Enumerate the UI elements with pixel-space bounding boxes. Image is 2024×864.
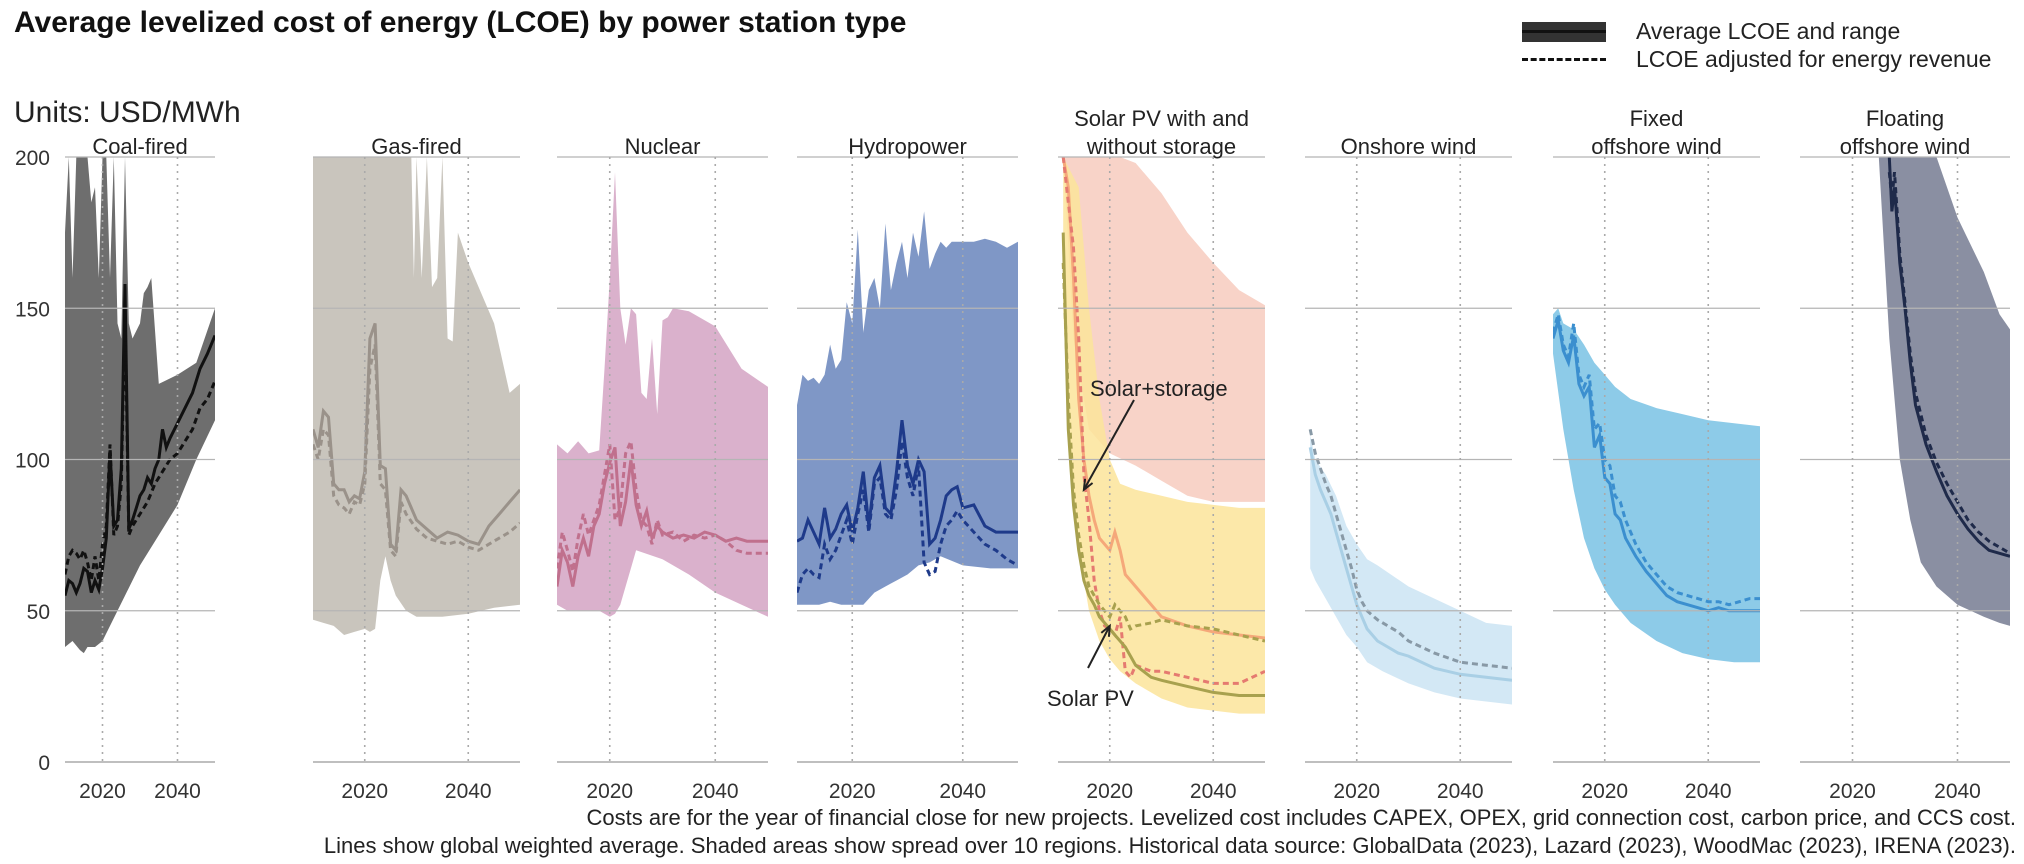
y-tick-label-200: 200	[15, 147, 50, 170]
legend-item-average: Average LCOE and range	[1522, 18, 2022, 46]
panel-solar-pv-with-and-without-storage-body	[1061, 157, 1265, 714]
panel-nuclear-title: Nuclear	[625, 134, 701, 159]
y-tick-label-100: 100	[15, 450, 50, 473]
panel-solar-pv-with-and-without-storage-annotation-solar-storage: Solar+storage	[1090, 376, 1228, 401]
y-tick-label-0: 0	[38, 752, 50, 775]
panel-solar-pv-with-and-without-storage-adjusted-line	[1061, 262, 1265, 643]
panel-onshore-wind-adjusted-line	[1308, 428, 1512, 670]
units-label: Units: USD/MWh	[14, 96, 241, 129]
panel-hydropower-x-tick-label-2020: 2020	[829, 780, 876, 803]
panel-fixed-offshore-wind-body	[1553, 308, 1760, 663]
panel-floating-offshore-wind-title-line: Floating	[1866, 106, 1944, 131]
panel-fixed-offshore-wind-x-tick-label-2020: 2020	[1581, 780, 1628, 803]
panel-onshore-wind-x-tick-label-2040: 2040	[1437, 780, 1484, 803]
panel-gas-fired-x-tick-label-2020: 2020	[341, 780, 388, 803]
panel-fixed-offshore-wind-title-line: Fixed	[1630, 106, 1684, 131]
panel-coal-fired-x-tick-label-2020: 2020	[79, 780, 126, 803]
panel-solar-pv-with-and-without-storage-range-band	[1063, 157, 1265, 714]
panel-fixed-offshore-wind-range-band	[1553, 308, 1760, 663]
panel-nuclear-body	[557, 172, 768, 617]
panel-hydropower-title-line: Hydropower	[848, 134, 967, 159]
legend-average-label: Average LCOE and range	[1636, 18, 1901, 44]
panel-floating-offshore-wind-title-line: offshore wind	[1840, 134, 1970, 159]
y-tick-label-150: 150	[15, 298, 50, 321]
panel-coal-fired-x-tick-label-2040: 2040	[154, 780, 201, 803]
panel-floating-offshore-wind-range-band	[1878, 157, 2010, 626]
panel-floating-offshore-wind-x-tick-label-2040: 2040	[1934, 780, 1981, 803]
panel-onshore-wind-title-line: Onshore wind	[1341, 134, 1477, 159]
panel-nuclear: Nuclear 2020 2040	[557, 134, 768, 803]
panel-gas-fired-x-tick-label-2040: 2040	[445, 780, 492, 803]
panel-hydropower-adjusted-line	[797, 441, 1018, 594]
panel-solar-pv-with-and-without-storage-storage-range-band	[1063, 157, 1265, 502]
footnote-line-1: Costs are for the year of financial clos…	[586, 805, 2016, 830]
legend-average-line-swatch	[1522, 30, 1606, 33]
panel-solar-pv-with-and-without-storage-title: Solar PV with and without storage	[1074, 106, 1249, 159]
panel-gas-fired-adjusted-line	[313, 344, 520, 560]
panel-solar-pv-with-and-without-storage: Solar PV with and without storage 2020 2040…	[1047, 106, 1265, 803]
panel-coal-fired-body	[65, 157, 215, 654]
panel-solar-pv-with-and-without-storage-annotation-arrow-solar-pv	[1087, 625, 1111, 669]
panel-solar-pv-with-and-without-storage-x-tick-label-2040: 2040	[1190, 780, 1237, 803]
panel-solar-pv-with-and-without-storage-annotation-arrowhead-solar-pv	[1100, 623, 1111, 637]
panel-hydropower-title: Hydropower	[848, 134, 967, 159]
panel-nuclear-title-line: Nuclear	[625, 134, 701, 159]
panel-hydropower: Hydropower 2020 2040	[797, 134, 1018, 803]
panel-coal-fired: Coal-fired 2020 2040	[65, 134, 215, 803]
panel-coal-fired-title: Coal-fired	[92, 134, 187, 159]
legend-item-adjusted: LCOE adjusted for energy revenue	[1522, 46, 2022, 74]
footnote: Costs are for the year of financial clos…	[324, 804, 2016, 860]
legend-adjusted-line-swatch	[1522, 58, 1606, 61]
panel-onshore-wind-title: Onshore wind	[1341, 134, 1477, 159]
panel-onshore-wind-range-band	[1310, 435, 1512, 705]
panel-onshore-wind-body	[1308, 428, 1512, 705]
panel-onshore-wind: Onshore wind 2020 2040	[1305, 134, 1512, 803]
chart-title: Average levelized cost of energy (LCOE) …	[14, 6, 907, 39]
panel-nuclear-x-tick-label-2020: 2020	[586, 780, 633, 803]
panel-coal-fired-title-line: Coal-fired	[92, 134, 187, 159]
panel-gas-fired: Gas-fired 2020 2040	[313, 134, 520, 803]
panel-hydropower-average-line	[797, 420, 1018, 550]
panel-fixed-offshore-wind-title-line: offshore wind	[1591, 134, 1721, 159]
y-tick-label-50: 50	[27, 601, 50, 624]
panel-solar-pv-with-and-without-storage-annotation-arrowhead-solar-storage	[1082, 478, 1094, 492]
panel-nuclear-x-tick-label-2040: 2040	[692, 780, 739, 803]
panel-coal-fired-adjusted-line	[65, 308, 215, 581]
panel-solar-pv-with-and-without-storage-annotation-solar-pv: Solar PV	[1047, 686, 1134, 711]
panel-solar-pv-with-and-without-storage-x-tick-label-2020: 2020	[1086, 780, 1133, 803]
panel-gas-fired-title: Gas-fired	[371, 134, 461, 159]
panel-onshore-wind-x-tick-label-2020: 2020	[1333, 780, 1380, 803]
panel-solar-pv-with-and-without-storage-title-line: without storage	[1086, 134, 1236, 159]
panel-gas-fired-range-band	[313, 157, 520, 635]
legend: Average LCOE and range LCOE adjusted for…	[1522, 18, 2022, 78]
panel-hydropower-x-tick-label-2040: 2040	[939, 780, 986, 803]
panel-floating-offshore-wind-x-tick-label-2020: 2020	[1829, 780, 1876, 803]
panel-gas-fired-title-line: Gas-fired	[371, 134, 461, 159]
panel-solar-pv-with-and-without-storage-average-line	[1061, 232, 1265, 697]
panel-solar-pv-with-and-without-storage-annotation-arrow-solar-storage	[1083, 399, 1135, 491]
panel-floating-offshore-wind-title: Floating offshore wind	[1840, 106, 1970, 159]
panel-solar-pv-with-and-without-storage-title-line: Solar PV with and	[1074, 106, 1249, 131]
panel-gas-fired-body	[313, 157, 520, 635]
panel-fixed-offshore-wind-title: Fixed offshore wind	[1591, 106, 1721, 159]
panel-floating-offshore-wind-adjusted-line	[1887, 171, 2010, 555]
panel-floating-offshore-wind: Floating offshore wind 2020 2040	[1800, 106, 2010, 803]
panel-floating-offshore-wind-body	[1878, 157, 2010, 626]
panel-fixed-offshore-wind-x-tick-label-2040: 2040	[1685, 780, 1732, 803]
panel-hydropower-body	[797, 211, 1018, 605]
legend-adjusted-label: LCOE adjusted for energy revenue	[1636, 46, 1992, 72]
footnote-line-2: Lines show global weighted average. Shad…	[323, 833, 2016, 858]
panel-fixed-offshore-wind-adjusted-line	[1553, 313, 1760, 607]
panel-fixed-offshore-wind: Fixed offshore wind 2020 2040	[1553, 106, 1760, 803]
